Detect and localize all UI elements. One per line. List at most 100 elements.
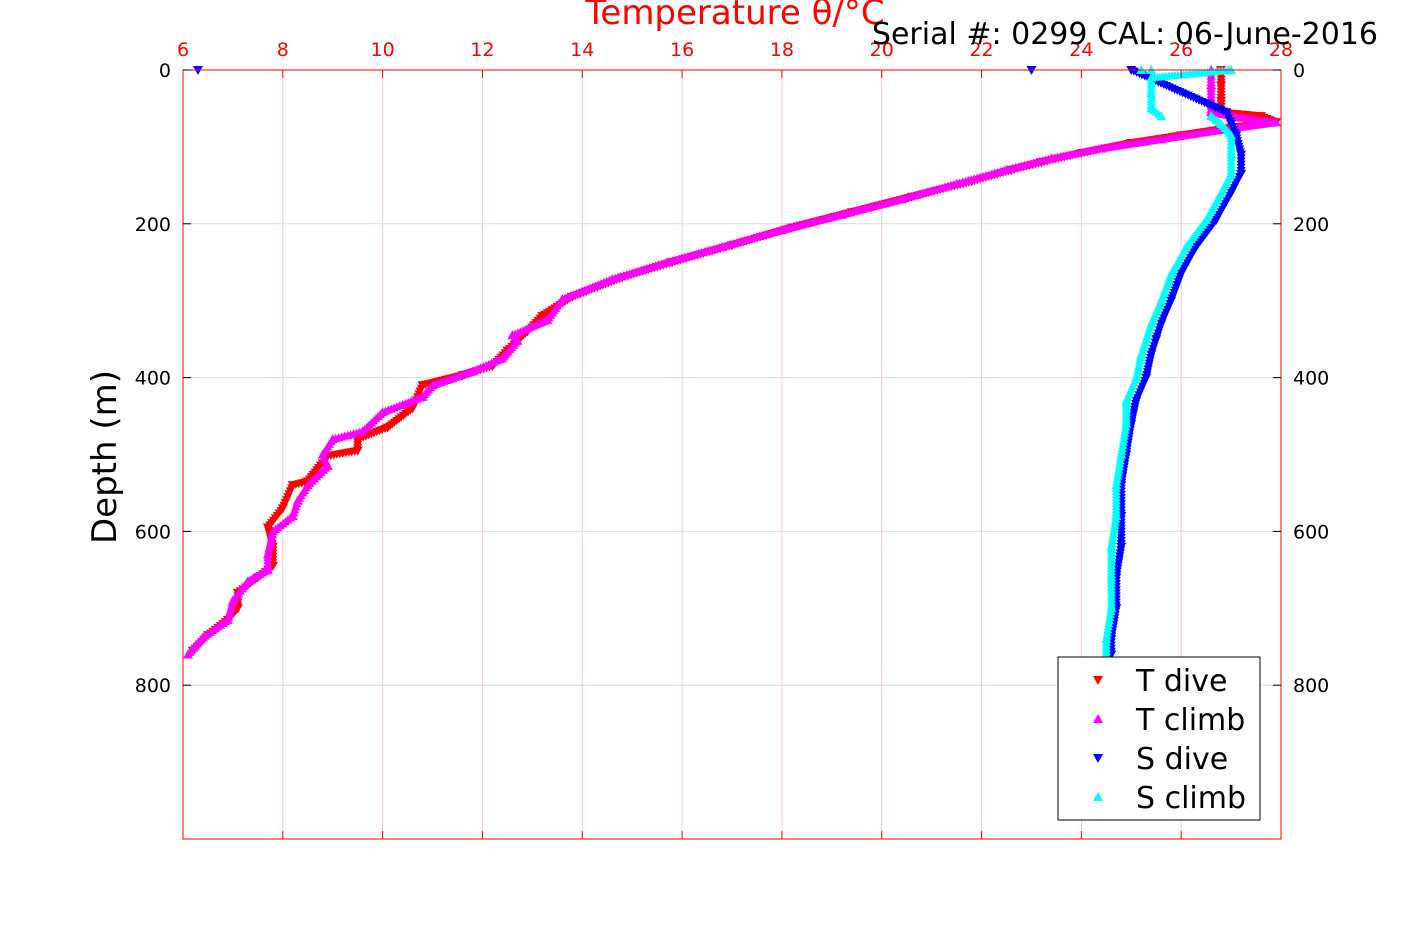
- data-point: [224, 612, 234, 621]
- data-point: [385, 422, 395, 431]
- data-point: [1154, 109, 1164, 118]
- legend-label: T dive: [1135, 664, 1227, 699]
- data-point: [1226, 166, 1236, 175]
- data-point: [900, 193, 910, 202]
- y-tick-label-left: 0: [159, 60, 171, 82]
- legend-label: S dive: [1136, 742, 1228, 777]
- legend-marker: [1093, 676, 1103, 685]
- data-point: [1101, 646, 1111, 655]
- data-point: [665, 256, 675, 266]
- data-point: [1226, 146, 1236, 155]
- data-point: [1102, 631, 1112, 640]
- y-tick-label-right: 200: [1293, 214, 1329, 236]
- data-point: [840, 209, 850, 218]
- data-point: [1004, 164, 1014, 173]
- data-point: [1178, 267, 1188, 276]
- data-point: [1214, 117, 1224, 126]
- data-point: [1133, 394, 1143, 403]
- data-point: [1137, 346, 1147, 356]
- plot-frame: [182, 69, 1282, 840]
- data-point: [1167, 294, 1177, 303]
- legend-marker: [1093, 754, 1103, 763]
- data-point: [331, 433, 341, 442]
- data-point: [510, 333, 520, 342]
- data-point: [1216, 94, 1226, 103]
- data-point: [1142, 371, 1152, 380]
- y-tick-label-right: 800: [1293, 675, 1329, 697]
- legend-label: S climb: [1136, 781, 1246, 816]
- y-tick-label-right: 0: [1293, 60, 1305, 82]
- data-point: [279, 501, 289, 510]
- data-point: [185, 647, 195, 656]
- data-point: [540, 310, 550, 319]
- legend-label: T climb: [1135, 703, 1245, 738]
- data-marks: [182, 65, 1282, 660]
- legend: T dive T climb S dive S climb: [1057, 656, 1261, 821]
- data-point: [200, 631, 210, 640]
- data-point: [1218, 185, 1228, 194]
- series-s-dive: [192, 66, 1247, 660]
- data-point: [1206, 93, 1216, 102]
- x-tick-label: 18: [770, 39, 794, 61]
- data-point: [430, 379, 440, 388]
- data-point: [1218, 107, 1228, 116]
- data-point: [1099, 143, 1109, 152]
- data-point: [1228, 186, 1238, 195]
- data-point: [1116, 540, 1126, 549]
- x-tick-label: 12: [470, 39, 494, 61]
- data-point: [270, 524, 280, 534]
- data-point: [1213, 213, 1223, 222]
- x-tick-label: 14: [570, 39, 594, 61]
- x-tick-label: 22: [969, 39, 993, 61]
- data-point: [1203, 212, 1213, 221]
- data-point: [305, 478, 315, 487]
- data-point: [470, 365, 480, 374]
- data-point: [245, 575, 255, 584]
- x-tick-label: 8: [277, 39, 289, 61]
- x-tick-label: 16: [670, 39, 694, 61]
- data-point: [1127, 417, 1137, 426]
- data-point: [1183, 239, 1193, 249]
- y-tick-label-left: 400: [135, 368, 171, 390]
- data-point: [560, 293, 570, 302]
- y-tick-label-left: 600: [135, 521, 171, 543]
- x-tick-label: 24: [1069, 39, 1093, 61]
- data-point: [1225, 117, 1235, 126]
- chart-title: Temperature θ/°C: [584, 0, 884, 33]
- data-point: [1121, 416, 1131, 425]
- data-point: [1236, 167, 1246, 176]
- data-point: [1157, 317, 1167, 326]
- legend-marker: [1093, 792, 1103, 801]
- data-point: [1112, 477, 1122, 486]
- data-point: [326, 451, 336, 460]
- data-point: [1159, 134, 1169, 143]
- x-tick-label: 10: [371, 39, 395, 61]
- data-point: [544, 313, 554, 322]
- legend-box: [1057, 656, 1261, 821]
- data-point: [1107, 539, 1117, 548]
- data-point: [1235, 148, 1245, 157]
- data-point: [510, 329, 520, 338]
- data-point: [1049, 153, 1059, 162]
- y-axis-label: Depth (m): [85, 370, 125, 544]
- data-point: [1152, 332, 1162, 341]
- data-point: [1216, 78, 1226, 87]
- data-point: [380, 406, 390, 415]
- data-point: [289, 508, 299, 517]
- data-point: [1106, 600, 1116, 609]
- x-tick-label: 26: [1169, 39, 1193, 61]
- x-tick-label: 28: [1269, 39, 1293, 61]
- data-point: [780, 224, 790, 233]
- data-point: [1147, 347, 1157, 356]
- data-point: [360, 424, 370, 433]
- y-tick-label-left: 800: [135, 675, 171, 697]
- data-point: [1230, 128, 1240, 137]
- series-t-climb: [182, 65, 1282, 659]
- data-point: [294, 493, 304, 502]
- y-tick-label-left: 200: [135, 214, 171, 236]
- data-point: [1146, 85, 1156, 94]
- data-point: [265, 521, 275, 530]
- data-point: [1123, 393, 1133, 402]
